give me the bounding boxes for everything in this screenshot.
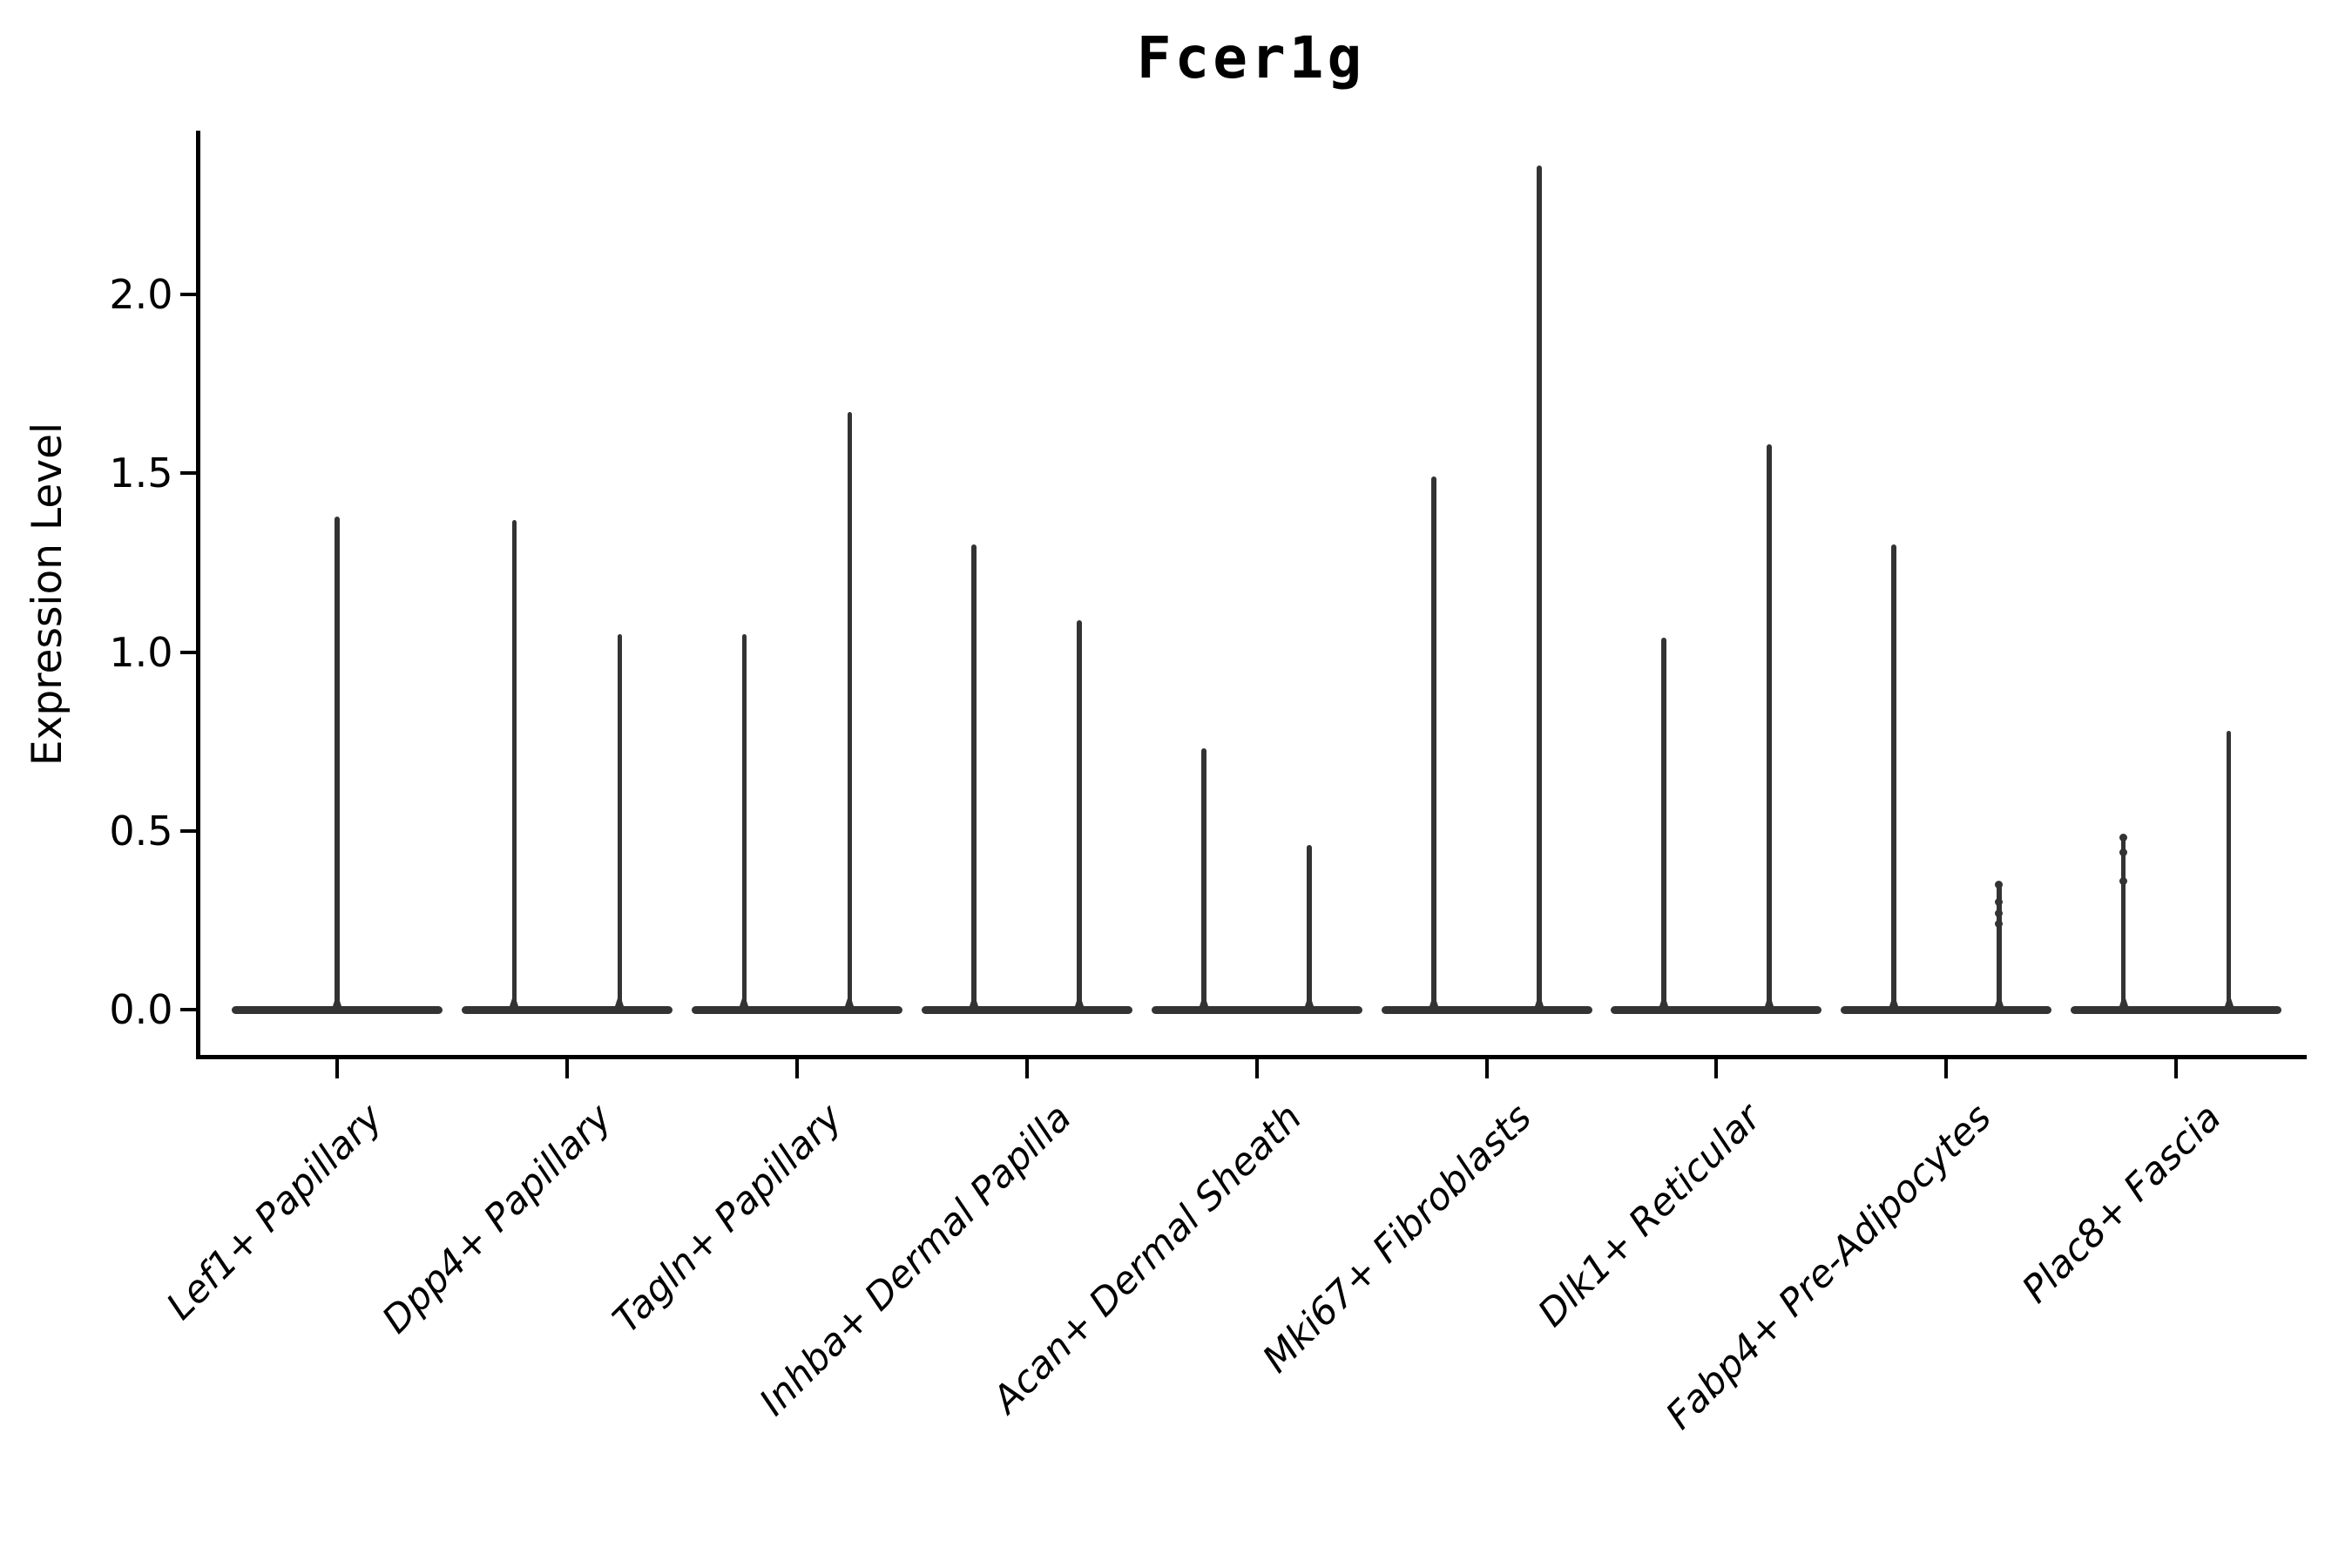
violin-base-flare: [1889, 992, 1898, 1006]
violin-base-flare: [1764, 992, 1774, 1006]
violin-spike: [1767, 444, 1772, 1008]
violin-base: [2071, 1005, 2282, 1014]
violin-spike: [1077, 619, 1082, 1008]
violin-base: [1381, 1005, 1592, 1014]
violin-base-flare: [2119, 992, 2128, 1006]
chart-title: Fcer1g: [1136, 24, 1366, 91]
violin-base-flare: [1075, 992, 1085, 1006]
violin-base-flare: [1659, 992, 1668, 1006]
x-tick-mark: [1484, 1058, 1489, 1078]
x-tick-mark: [1714, 1058, 1719, 1078]
x-tick-mark: [1254, 1058, 1259, 1078]
violin-base-flare: [615, 992, 625, 1006]
violin-spike: [335, 516, 340, 1008]
y-tick-label: 0.5: [109, 807, 173, 855]
x-axis: [195, 1054, 2307, 1059]
outlier-dot: [2119, 834, 2128, 842]
violin-spike: [1891, 544, 1896, 1008]
x-tick-mark: [1944, 1058, 1949, 1078]
x-tick-label: Dpp4+ Papillary: [374, 1096, 621, 1342]
violin-base: [921, 1005, 1132, 1014]
violin-base: [1611, 1005, 1822, 1014]
y-tick-label: 1.0: [109, 628, 173, 676]
x-tick-mark: [2174, 1058, 2179, 1078]
x-tick-label: Dlk1+ Reticular: [1530, 1096, 1770, 1336]
y-tick-label: 2.0: [109, 271, 173, 318]
violin-base-flare: [1535, 992, 1544, 1006]
violin-base-flare: [1305, 992, 1315, 1006]
y-tick-label: 1.5: [109, 449, 173, 497]
violin-spike: [741, 633, 747, 1008]
violin-base-flare: [970, 992, 979, 1006]
violin-base-flare: [333, 992, 341, 1006]
x-tick-label: Tagln+ Papillary: [604, 1096, 851, 1342]
violin-base-flare: [1994, 992, 2004, 1006]
violin-base: [1841, 1005, 2052, 1014]
outlier-dot: [1995, 919, 2004, 928]
x-tick-mark: [335, 1058, 339, 1078]
violin-base-flare: [740, 992, 749, 1006]
outlier-dot: [1995, 909, 2004, 917]
violin-base-flare: [1429, 992, 1438, 1006]
violin-base-flare: [1200, 992, 1209, 1006]
y-tick-mark: [179, 471, 196, 476]
violin-spike: [847, 412, 853, 1008]
outlier-dot: [2119, 848, 2128, 856]
x-tick-label: Plac8+ Fascia: [2013, 1096, 2230, 1312]
y-tick-mark: [179, 828, 196, 833]
y-axis-label: Expression Level: [24, 422, 71, 767]
violin-spike: [2226, 730, 2232, 1008]
violin-base-flare: [2224, 992, 2234, 1006]
violin-spike: [617, 633, 623, 1008]
violin-spike: [1537, 166, 1542, 1008]
violin-base-flare: [845, 992, 855, 1006]
x-tick-mark: [1024, 1058, 1029, 1078]
violin-spike: [1661, 638, 1666, 1008]
y-tick-mark: [179, 293, 196, 296]
violin-spike: [2120, 837, 2126, 1008]
violin-base: [461, 1005, 672, 1014]
violin-spike: [511, 519, 517, 1008]
outlier-dot: [1995, 898, 2004, 907]
y-tick-mark: [179, 650, 196, 654]
violin-base: [691, 1005, 902, 1014]
violin-base-flare: [510, 992, 519, 1006]
y-tick-mark: [179, 1008, 196, 1011]
y-axis: [195, 131, 200, 1059]
x-tick-mark: [564, 1058, 569, 1078]
violin-base: [232, 1005, 443, 1014]
outlier-dot: [2119, 876, 2128, 885]
violin-spike: [971, 544, 977, 1008]
outlier-dot: [1995, 880, 2004, 889]
violin-spike: [1997, 884, 2002, 1008]
violin-spike: [1431, 476, 1436, 1008]
x-tick-mark: [794, 1058, 799, 1078]
y-tick-label: 0.0: [109, 986, 173, 1033]
violin-spike: [1201, 748, 1206, 1008]
violin-base: [1151, 1005, 1362, 1014]
x-tick-label: Lef1+ Papillary: [158, 1096, 391, 1328]
violin-spike: [1307, 845, 1312, 1008]
